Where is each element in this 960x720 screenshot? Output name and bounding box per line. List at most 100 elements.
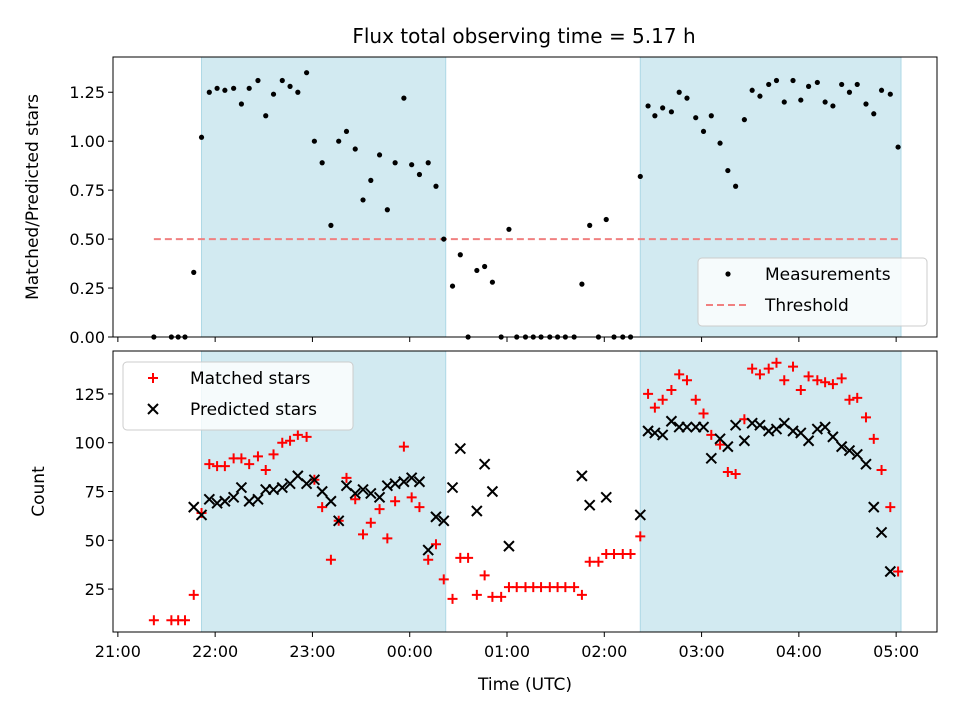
measurement-point: [343, 128, 350, 135]
y-tick-label: 0.25: [69, 279, 105, 298]
matched-point: [722, 466, 733, 477]
predicted-point: [349, 487, 361, 500]
legend-label: Threshold: [764, 296, 849, 316]
matched-point: [382, 533, 393, 544]
predicted-point: [478, 458, 491, 470]
measurement-point: [449, 283, 456, 289]
predicted-point: [802, 435, 815, 447]
legend-label: Measurements: [765, 265, 891, 285]
matched-point: [649, 402, 660, 413]
y-tick-label: 0.50: [69, 230, 105, 249]
measurement-point: [676, 89, 682, 95]
predicted-point: [422, 544, 434, 556]
matched-point: [803, 371, 814, 382]
matched-point: [390, 496, 401, 507]
measurement-point: [416, 171, 423, 178]
measurement-point: [846, 89, 853, 95]
matched-point: [625, 548, 636, 559]
measurement-point: [781, 99, 787, 105]
predicted-point: [243, 495, 255, 507]
matched-point: [706, 429, 717, 440]
predicted-point: [681, 421, 693, 433]
matched-point: [584, 556, 595, 567]
matched-point: [350, 494, 361, 505]
matched-point: [374, 504, 385, 515]
axes-frame: [112, 56, 938, 338]
predicted-point: [868, 501, 880, 513]
matched-point: [511, 582, 522, 593]
x-tick-label: 23:00: [289, 642, 335, 661]
measurement-point: [441, 236, 447, 242]
observing-window-span: [640, 351, 902, 632]
matched-point: [754, 369, 765, 380]
measurement-point: [700, 128, 707, 135]
measurement-point: [246, 85, 252, 91]
matched-point: [681, 375, 692, 386]
predicted-point: [600, 491, 612, 504]
measurement-point: [660, 105, 666, 111]
predicted-point: [276, 481, 288, 494]
x-axis-label: Time (UTC): [477, 675, 572, 695]
predicted-point: [770, 423, 783, 435]
predicted-point: [503, 540, 515, 552]
predicted-point: [332, 515, 345, 527]
matched-point: [788, 361, 799, 372]
measurement-point: [717, 140, 723, 146]
x-tick-label: 04:00: [776, 642, 822, 661]
measurement-point: [814, 79, 820, 86]
matched-point: [325, 554, 336, 565]
matched-point: [252, 451, 263, 462]
matched-point: [860, 412, 871, 423]
measurement-point: [854, 81, 860, 88]
measurement-point: [270, 91, 277, 97]
matched-point: [698, 408, 709, 419]
predicted-point: [851, 448, 863, 461]
y-tick-label: 75: [85, 483, 105, 502]
chart-title: Flux total observing time = 5.17 h: [352, 24, 695, 48]
matched-point: [569, 582, 580, 593]
y-axis-label: Matched/Predicted stars: [23, 94, 43, 300]
predicted-point: [252, 493, 264, 506]
predicted-point: [665, 415, 678, 427]
matched-point: [885, 502, 896, 513]
matched-point: [657, 394, 668, 405]
matched-point: [463, 552, 474, 563]
measurement-point: [457, 252, 463, 258]
matched-point: [244, 459, 255, 470]
matched-point: [820, 377, 831, 388]
predicted-point: [722, 440, 734, 453]
legend-measurement-marker: [725, 271, 731, 277]
matched-point: [836, 373, 847, 384]
measurement-point: [645, 103, 651, 109]
predicted-point: [486, 485, 499, 498]
measurement-point: [506, 226, 512, 232]
measurement-point: [279, 77, 285, 84]
matched-point: [179, 615, 190, 626]
matched-point: [438, 574, 449, 585]
predicted-point: [325, 495, 337, 507]
measurement-point: [637, 173, 643, 180]
measurement-point: [214, 85, 220, 91]
measurement-point: [255, 77, 261, 84]
predicted-point: [835, 440, 848, 453]
matched-point: [188, 589, 199, 600]
x-tick-label: 01:00: [484, 642, 530, 661]
y-tick-label: 50: [85, 531, 105, 550]
measurement-point: [384, 207, 390, 213]
measurement-point: [489, 279, 496, 285]
measurement-point: [474, 267, 480, 274]
x-tick-label: 22:00: [192, 642, 238, 661]
measurement-point: [603, 216, 609, 223]
top-panel: 0.00 0.25 0.50 0.75 1.00 1.25 Matched/Predicte…: [23, 56, 938, 347]
measurement-point: [263, 113, 269, 119]
matched-point: [292, 429, 303, 440]
measurement-point: [757, 93, 763, 99]
measurement-point: [830, 103, 836, 109]
predicted-point: [357, 483, 369, 496]
matched-point: [715, 439, 726, 450]
matched-point: [219, 461, 230, 472]
measurement-point: [749, 87, 755, 93]
predicted-point: [656, 429, 669, 441]
measurement-point: [725, 167, 731, 174]
